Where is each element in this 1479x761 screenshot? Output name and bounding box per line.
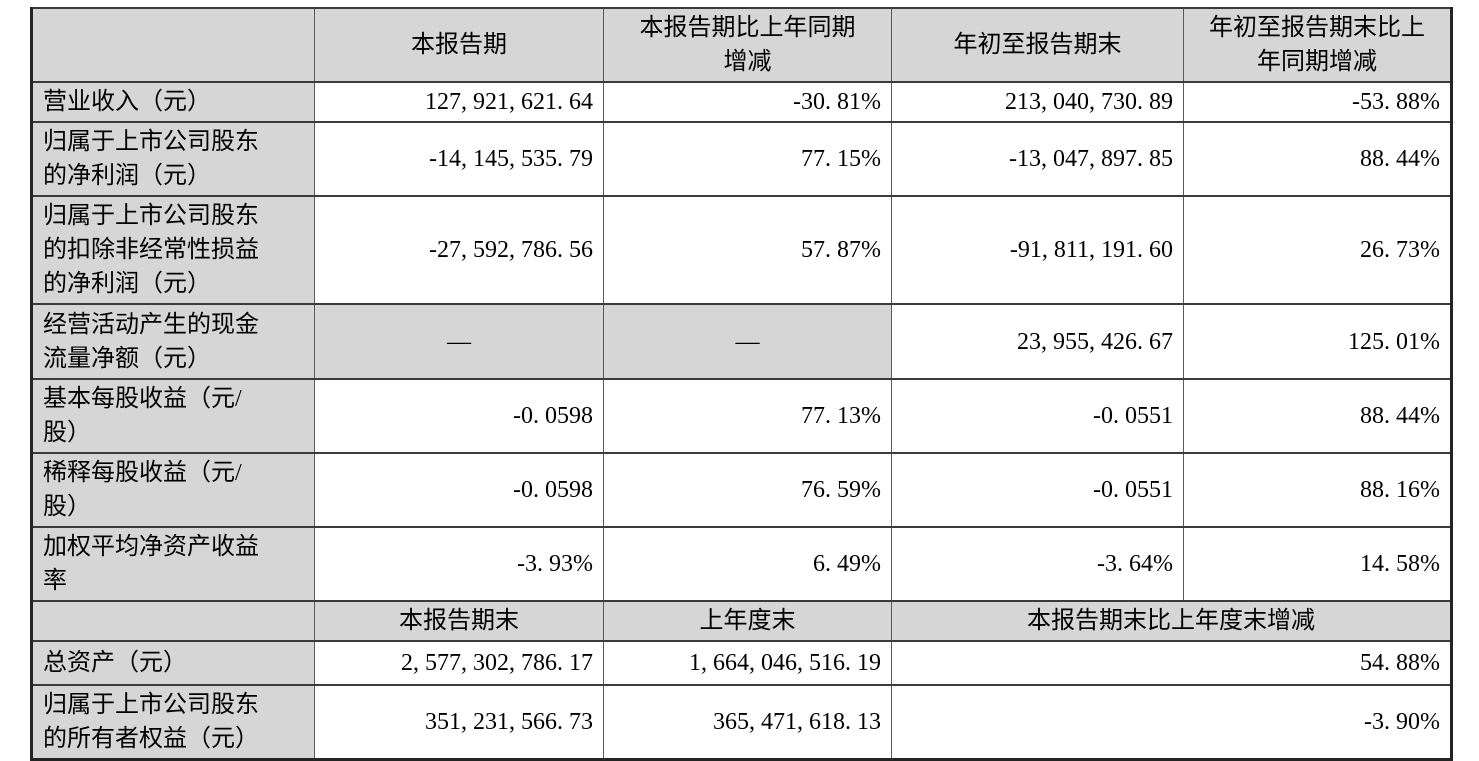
cell-weighted-roe-yoy-change: 6. 49% bbox=[603, 526, 892, 602]
cell-net-profit-deducted-current: -27, 592, 786. 56 bbox=[314, 195, 604, 305]
cell-net-profit-current: -14, 145, 535. 79 bbox=[314, 121, 604, 197]
subheader-prev-year-end: 上年度末 bbox=[603, 600, 892, 642]
label-net-profit: 归属于上市公司股东 的净利润（元） bbox=[31, 121, 315, 197]
row-basic-eps: 基本每股收益（元/ 股） -0. 0598 77. 13% -0. 0551 8… bbox=[31, 378, 1452, 454]
row-total-assets: 总资产（元） 2, 577, 302, 786. 17 1, 664, 046,… bbox=[31, 640, 1452, 686]
label-net-profit-deducted: 归属于上市公司股东 的扣除非经常性损益 的净利润（元） bbox=[31, 195, 315, 305]
cell-equity-prev-year-end: 365, 471, 618. 13 bbox=[603, 684, 892, 761]
header-current-period: 本报告期 bbox=[314, 7, 604, 83]
label-shareholders-equity: 归属于上市公司股东 的所有者权益（元） bbox=[31, 684, 315, 761]
cell-diluted-eps-ytd: -0. 0551 bbox=[891, 452, 1184, 528]
subheader-corner-cell bbox=[31, 600, 315, 642]
cell-weighted-roe-ytd-change: 14. 58% bbox=[1183, 526, 1452, 602]
label-basic-eps: 基本每股收益（元/ 股） bbox=[31, 378, 315, 454]
label-operating-revenue: 营业收入（元） bbox=[31, 81, 315, 123]
financial-summary-table: 本报告期 本报告期比上年同期 增减 年初至报告期末 年初至报告期末比上 年同期增… bbox=[30, 7, 1453, 761]
cell-cash-flow-current-dash: — bbox=[314, 303, 604, 380]
row-net-profit-deducted: 归属于上市公司股东 的扣除非经常性损益 的净利润（元） -27, 592, 78… bbox=[31, 195, 1452, 305]
label-operating-cash-flow: 经营活动产生的现金 流量净额（元） bbox=[31, 303, 315, 380]
row-net-profit: 归属于上市公司股东 的净利润（元） -14, 145, 535. 79 77. … bbox=[31, 121, 1452, 197]
cell-cash-flow-yoy-dash: — bbox=[603, 303, 892, 380]
row-operating-cash-flow: 经营活动产生的现金 流量净额（元） — — 23, 955, 426. 67 1… bbox=[31, 303, 1452, 380]
cell-cash-flow-ytd-change: 125. 01% bbox=[1183, 303, 1452, 380]
cell-equity-period-end: 351, 231, 566. 73 bbox=[314, 684, 604, 761]
header-ytd: 年初至报告期末 bbox=[891, 7, 1184, 83]
row-operating-revenue: 营业收入（元） 127, 921, 621. 64 -30. 81% 213, … bbox=[31, 81, 1452, 123]
cell-diluted-eps-current: -0. 0598 bbox=[314, 452, 604, 528]
cell-equity-change: -3. 90% bbox=[891, 684, 1452, 761]
cell-total-assets-prev-year-end: 1, 664, 046, 516. 19 bbox=[603, 640, 892, 686]
cell-weighted-roe-ytd: -3. 64% bbox=[891, 526, 1184, 602]
cell-net-profit-yoy-change: 77. 15% bbox=[603, 121, 892, 197]
row-weighted-roe: 加权平均净资产收益 率 -3. 93% 6. 49% -3. 64% 14. 5… bbox=[31, 526, 1452, 602]
cell-total-assets-period-end: 2, 577, 302, 786. 17 bbox=[314, 640, 604, 686]
cell-net-profit-deducted-ytd-change: 26. 73% bbox=[1183, 195, 1452, 305]
cell-total-assets-change: 54. 88% bbox=[891, 640, 1452, 686]
cell-cash-flow-ytd: 23, 955, 426. 67 bbox=[891, 303, 1184, 380]
row-shareholders-equity: 归属于上市公司股东 的所有者权益（元） 351, 231, 566. 73 36… bbox=[31, 684, 1452, 761]
cell-diluted-eps-ytd-change: 88. 16% bbox=[1183, 452, 1452, 528]
header-corner-cell bbox=[31, 7, 315, 83]
row-diluted-eps: 稀释每股收益（元/ 股） -0. 0598 76. 59% -0. 0551 8… bbox=[31, 452, 1452, 528]
cell-weighted-roe-current: -3. 93% bbox=[314, 526, 604, 602]
subheader-period-end: 本报告期末 bbox=[314, 600, 604, 642]
cell-diluted-eps-yoy-change: 76. 59% bbox=[603, 452, 892, 528]
cell-revenue-yoy-change: -30. 81% bbox=[603, 81, 892, 123]
cell-revenue-ytd-change: -53. 88% bbox=[1183, 81, 1452, 123]
cell-net-profit-ytd: -13, 047, 897. 85 bbox=[891, 121, 1184, 197]
label-total-assets: 总资产（元） bbox=[31, 640, 315, 686]
cell-basic-eps-yoy-change: 77. 13% bbox=[603, 378, 892, 454]
label-diluted-eps: 稀释每股收益（元/ 股） bbox=[31, 452, 315, 528]
header-current-period-yoy: 本报告期比上年同期 增减 bbox=[603, 7, 892, 83]
cell-revenue-current: 127, 921, 621. 64 bbox=[314, 81, 604, 123]
table-header-row: 本报告期 本报告期比上年同期 增减 年初至报告期末 年初至报告期末比上 年同期增… bbox=[31, 7, 1452, 83]
cell-net-profit-ytd-change: 88. 44% bbox=[1183, 121, 1452, 197]
header-ytd-yoy: 年初至报告期末比上 年同期增减 bbox=[1183, 7, 1452, 83]
table-subheader-row: 本报告期末 上年度末 本报告期末比上年度末增减 bbox=[31, 600, 1452, 642]
cell-revenue-ytd: 213, 040, 730. 89 bbox=[891, 81, 1184, 123]
subheader-period-end-change: 本报告期末比上年度末增减 bbox=[891, 600, 1452, 642]
cell-basic-eps-ytd-change: 88. 44% bbox=[1183, 378, 1452, 454]
cell-net-profit-deducted-yoy-change: 57. 87% bbox=[603, 195, 892, 305]
label-weighted-roe: 加权平均净资产收益 率 bbox=[31, 526, 315, 602]
cell-basic-eps-current: -0. 0598 bbox=[314, 378, 604, 454]
cell-basic-eps-ytd: -0. 0551 bbox=[891, 378, 1184, 454]
cell-net-profit-deducted-ytd: -91, 811, 191. 60 bbox=[891, 195, 1184, 305]
